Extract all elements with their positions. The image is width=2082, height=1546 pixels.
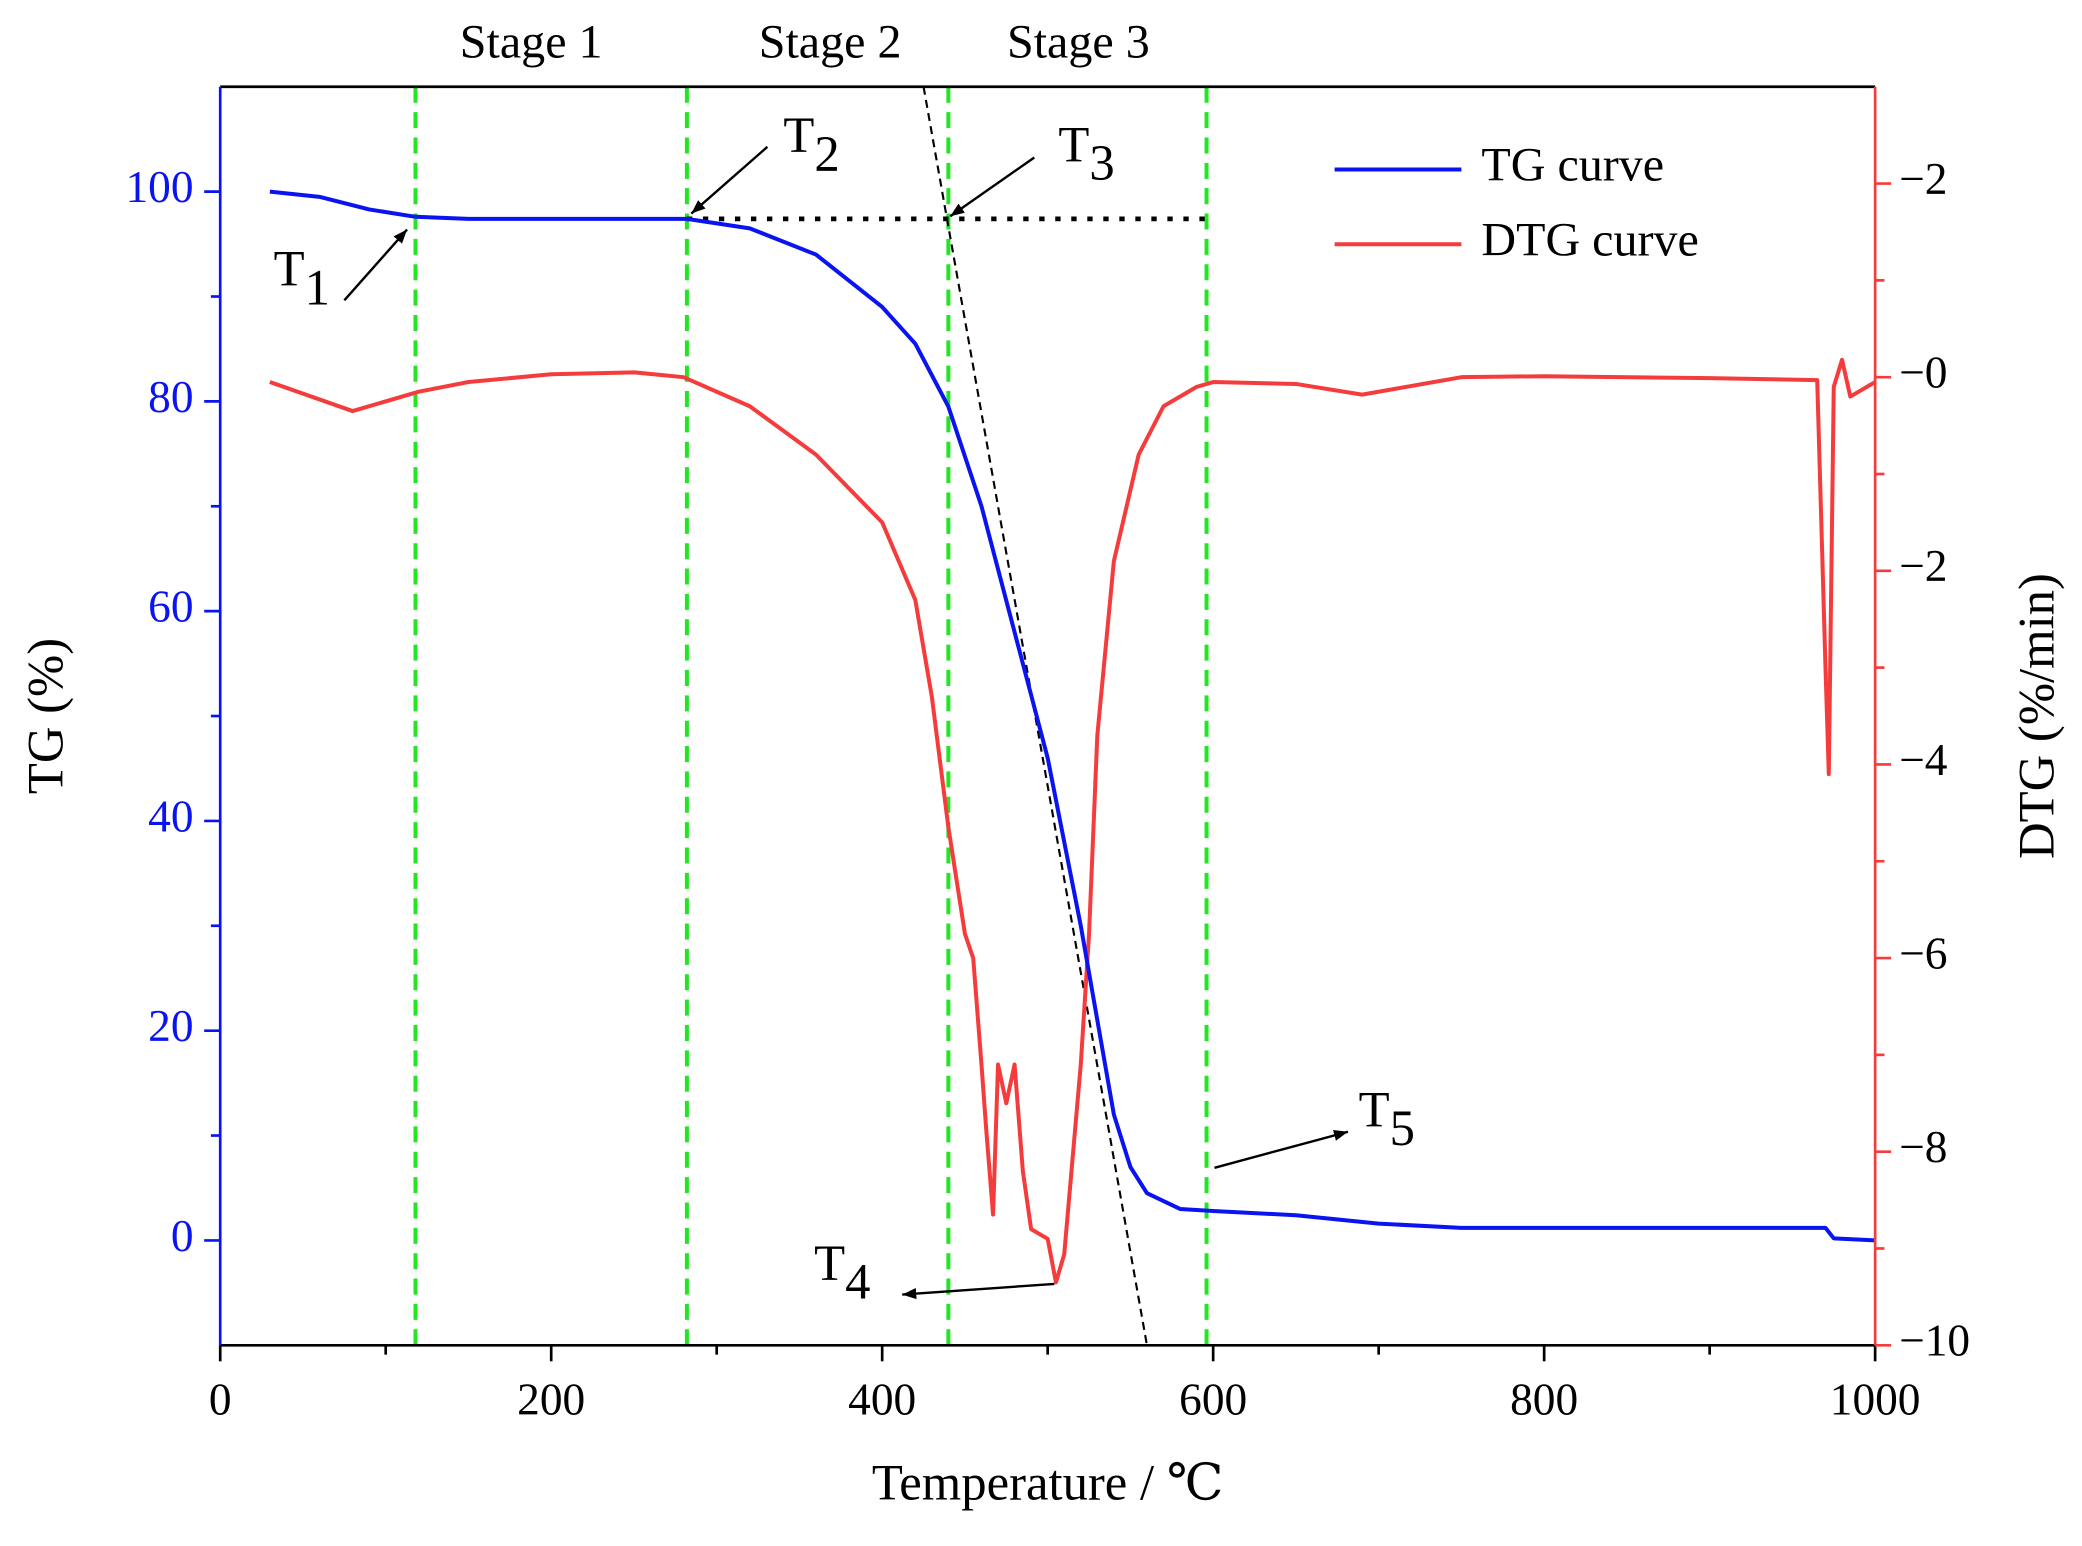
annotation-arrow bbox=[343, 228, 408, 302]
y-tick-label: 40 bbox=[148, 791, 193, 841]
y2-tick-label: −4 bbox=[1899, 735, 1947, 785]
x-axis-label: Temperature / ℃ bbox=[872, 1455, 1224, 1511]
y2-tick-label: −2 bbox=[1899, 541, 1947, 591]
annotation-arrow bbox=[690, 145, 769, 215]
x-tick-label: 200 bbox=[517, 1374, 585, 1424]
annotation-arrow bbox=[1214, 1129, 1349, 1169]
point-label: T5 bbox=[1359, 1081, 1415, 1156]
series-line bbox=[269, 189, 1876, 1243]
point-label-base: T bbox=[814, 1235, 845, 1291]
x-tick-label: 1000 bbox=[1830, 1374, 1921, 1424]
y-axis-label: TG (%) bbox=[17, 638, 73, 794]
x-tick-label: 600 bbox=[1179, 1374, 1247, 1424]
point-label: T1 bbox=[274, 240, 330, 315]
point-label-base: T bbox=[274, 240, 305, 296]
y2-tick-label: −2 bbox=[1899, 154, 1947, 204]
point-label-sub: 1 bbox=[305, 259, 330, 315]
y-tick-label: 80 bbox=[148, 372, 193, 422]
point-label-base: T bbox=[1058, 116, 1089, 172]
y-tick-label: 20 bbox=[148, 1001, 193, 1051]
point-label: T3 bbox=[1058, 116, 1114, 191]
point-label-sub: 3 bbox=[1089, 135, 1114, 191]
stage-label: Stage 3 bbox=[1007, 16, 1150, 69]
y2-tick-label: −10 bbox=[1899, 1316, 1970, 1366]
y2-tick-label: −0 bbox=[1899, 348, 1947, 398]
y-tick-label: 60 bbox=[148, 582, 193, 632]
stage-label: Stage 1 bbox=[460, 16, 603, 69]
y2-axis-label: DTG (%/min) bbox=[2009, 573, 2065, 859]
legend-label: DTG curve bbox=[1481, 213, 1698, 266]
annotation-arrow bbox=[902, 1282, 1055, 1300]
x-tick-label: 400 bbox=[848, 1374, 916, 1424]
annotation-arrow bbox=[949, 156, 1036, 218]
point-label: T2 bbox=[783, 107, 839, 182]
series-line bbox=[269, 357, 1877, 1285]
point-label-sub: 5 bbox=[1390, 1100, 1415, 1156]
y2-tick-label: −8 bbox=[1899, 1122, 1947, 1172]
point-label: T4 bbox=[814, 1235, 870, 1310]
point-label-sub: 4 bbox=[845, 1253, 870, 1309]
point-label-sub: 2 bbox=[814, 125, 839, 181]
x-tick-label: 0 bbox=[209, 1374, 232, 1424]
stage-label: Stage 2 bbox=[759, 16, 902, 69]
y2-tick-label: −6 bbox=[1899, 928, 1947, 978]
x-tick-label: 800 bbox=[1510, 1374, 1578, 1424]
point-label-base: T bbox=[1359, 1081, 1390, 1137]
legend-label: TG curve bbox=[1481, 139, 1664, 192]
y-tick-label: 0 bbox=[171, 1211, 194, 1261]
point-label-base: T bbox=[783, 107, 814, 163]
y-tick-label: 100 bbox=[125, 162, 193, 212]
